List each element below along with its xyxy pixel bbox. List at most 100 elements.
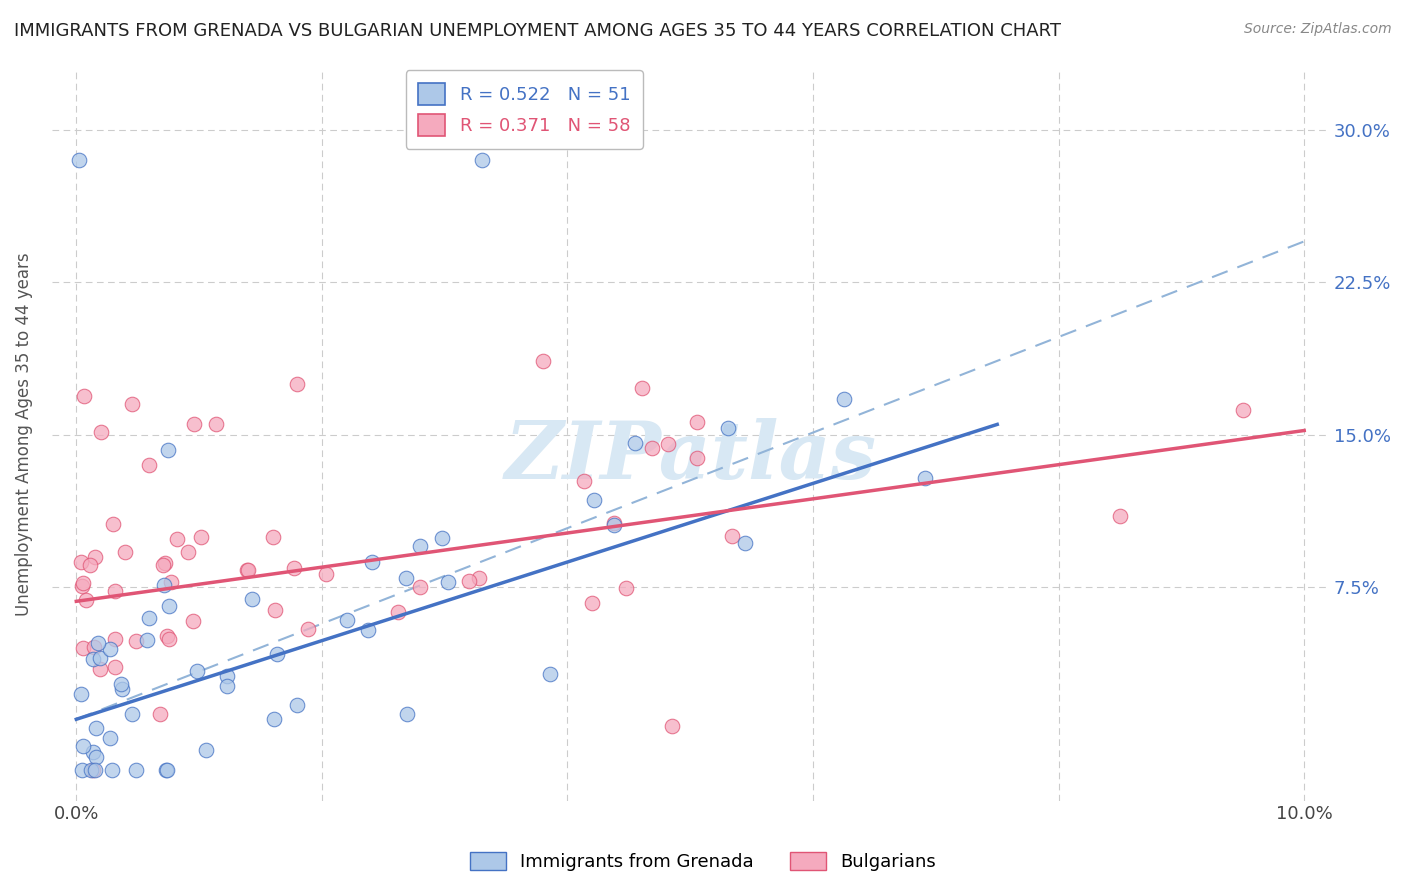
Point (262, 530, 284, 544)
Point (101, 763, 124, 777)
Point (72, 641, 94, 656)
Point (73, 389, 96, 403)
Point (104, 660, 127, 674)
Point (387, 606, 409, 620)
Point (121, 397, 143, 411)
Point (661, 719, 683, 733)
Point (538, 666, 561, 681)
Point (177, 544, 200, 558)
Point (83, 763, 105, 777)
Point (69, 555, 91, 569)
Point (1109, 508, 1132, 523)
Point (297, 622, 319, 636)
Point (72, 576, 94, 591)
Point (155, 763, 177, 777)
Point (217, 669, 239, 683)
Point (531, 354, 554, 368)
Point (283, 561, 305, 575)
Point (240, 592, 263, 607)
Point (266, 647, 288, 661)
Point (98, 731, 121, 745)
Point (361, 555, 384, 569)
Point (80, 763, 103, 777)
Point (717, 421, 740, 435)
Point (149, 706, 172, 721)
Point (79, 558, 101, 573)
Point (72, 739, 94, 753)
Point (721, 529, 744, 543)
Point (153, 577, 176, 591)
Point (114, 544, 136, 558)
Point (82, 652, 104, 666)
Point (914, 471, 936, 485)
Point (641, 441, 664, 455)
Point (263, 712, 285, 726)
Point (84, 721, 107, 735)
Point (82, 745, 104, 759)
Point (87, 636, 110, 650)
Point (685, 451, 707, 466)
Point (125, 763, 148, 777)
Point (205, 417, 228, 432)
Point (395, 571, 418, 585)
Point (458, 574, 481, 588)
Point (67, 153, 90, 167)
Point (624, 435, 647, 450)
Point (357, 623, 380, 637)
Point (186, 664, 208, 678)
Point (138, 458, 160, 472)
Point (734, 536, 756, 550)
Point (603, 517, 626, 532)
Point (110, 677, 132, 691)
Point (574, 475, 596, 489)
Point (160, 575, 183, 590)
Point (834, 392, 856, 406)
Point (190, 530, 212, 544)
Point (121, 707, 143, 722)
Point (657, 437, 679, 451)
Point (70, 687, 93, 701)
Point (84, 549, 107, 564)
Point (89, 651, 111, 665)
Point (101, 516, 124, 531)
Point (396, 707, 419, 722)
Point (111, 681, 134, 696)
Point (89, 661, 111, 675)
Point (437, 574, 460, 589)
Point (409, 580, 432, 594)
Point (215, 679, 238, 693)
Point (183, 417, 205, 432)
Point (103, 583, 125, 598)
Point (136, 632, 159, 647)
Point (409, 539, 432, 553)
Point (153, 556, 176, 570)
Point (90, 425, 112, 439)
Point (98, 642, 121, 657)
Point (155, 763, 177, 777)
Point (156, 629, 179, 643)
Point (631, 381, 654, 395)
Point (83, 640, 105, 655)
Point (70, 579, 93, 593)
Point (236, 563, 259, 577)
Point (84, 750, 107, 764)
Point (581, 596, 603, 610)
Point (152, 558, 174, 573)
Point (157, 599, 180, 613)
Point (157, 632, 180, 647)
Point (1232, 403, 1254, 417)
Point (685, 415, 707, 429)
Legend: Immigrants from Grenada, Bulgarians: Immigrants from Grenada, Bulgarians (463, 845, 943, 879)
Legend: R = 0.522   N = 51, R = 0.371   N = 58: R = 0.522 N = 51, R = 0.371 N = 58 (405, 70, 643, 149)
Point (181, 614, 204, 628)
Point (236, 563, 259, 577)
Text: IMMIGRANTS FROM GRENADA VS BULGARIAN UNEMPLOYMENT AMONG AGES 35 TO 44 YEARS CORR: IMMIGRANTS FROM GRENADA VS BULGARIAN UNE… (14, 22, 1062, 40)
Point (285, 376, 308, 391)
Point (157, 442, 180, 457)
Point (315, 566, 337, 581)
Point (285, 698, 308, 712)
Point (166, 532, 188, 546)
Point (125, 634, 148, 648)
Text: ZIPatlas: ZIPatlas (505, 417, 876, 495)
Point (70, 763, 93, 777)
